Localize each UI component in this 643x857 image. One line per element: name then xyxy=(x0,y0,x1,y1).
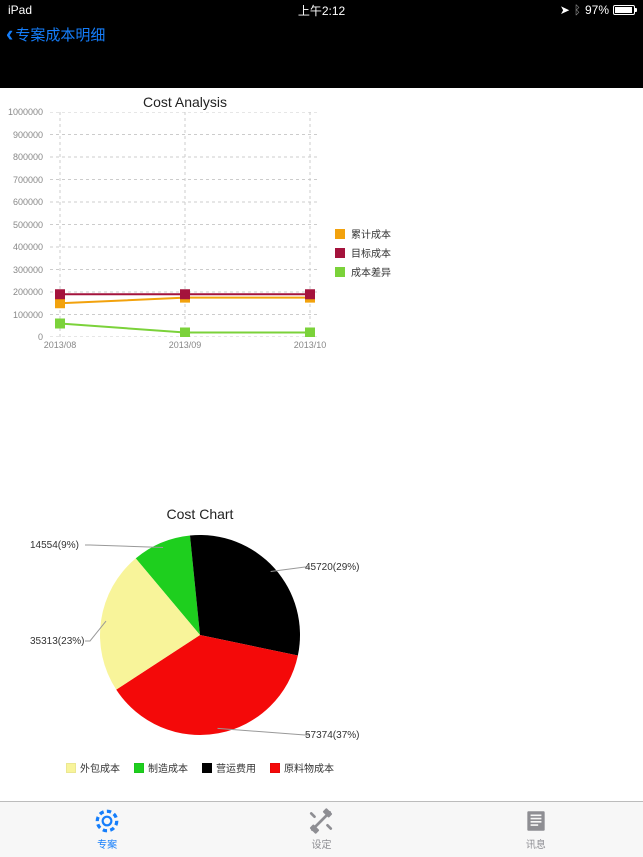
y-axis-label: 0 xyxy=(38,332,43,342)
y-axis-label: 300000 xyxy=(13,265,43,275)
y-axis-label: 600000 xyxy=(13,197,43,207)
y-axis-label: 900000 xyxy=(13,130,43,140)
legend-label: 目标成本 xyxy=(351,245,391,260)
y-axis-label: 500000 xyxy=(13,220,43,230)
tab-messages-label: 讯息 xyxy=(526,836,546,851)
line-chart: 0 100000 200000 300000 400000 500000 600000 700… xyxy=(0,112,330,372)
legend-swatch xyxy=(134,763,144,773)
x-axis-label: 2013/10 xyxy=(294,340,327,350)
pie-chart-legend: 外包成本 制造成本 营运费用 原料物成本 xyxy=(0,760,400,775)
project-icon xyxy=(94,808,120,834)
legend-item: 成本差异 xyxy=(335,264,391,279)
legend-swatch xyxy=(202,763,212,773)
legend-label: 成本差异 xyxy=(351,264,391,279)
messages-icon xyxy=(523,808,549,834)
clock-label: 上午2:12 xyxy=(8,2,635,19)
pie-callout-label: 45720(29%) xyxy=(305,562,359,573)
legend-label: 营运费用 xyxy=(216,760,256,775)
header-band xyxy=(0,48,643,88)
line-chart-title: Cost Analysis xyxy=(50,94,320,110)
line-chart-legend: 累计成本目标成本成本差异 xyxy=(335,226,391,283)
pie-chart xyxy=(95,530,305,740)
x-axis-label: 2013/08 xyxy=(44,340,77,350)
y-axis-label: 100000 xyxy=(13,310,43,320)
legend-label: 累计成本 xyxy=(351,226,391,241)
bluetooth-icon: ᛒ xyxy=(574,3,581,17)
y-axis-label: 200000 xyxy=(13,287,43,297)
tab-project-label: 专案 xyxy=(97,836,117,851)
legend-label: 外包成本 xyxy=(80,760,120,775)
legend-item: 制造成本 xyxy=(134,760,188,775)
tab-messages[interactable]: 讯息 xyxy=(429,802,643,857)
legend-item: 累计成本 xyxy=(335,226,391,241)
line-chart-svg xyxy=(50,112,320,337)
tab-project[interactable]: 专案 xyxy=(0,802,214,857)
pie-callout-label: 57374(37%) xyxy=(305,730,359,741)
tab-settings[interactable]: 设定 xyxy=(214,802,428,857)
y-axis-label: 400000 xyxy=(13,242,43,252)
status-bar: iPad 上午2:12 ➤ ᛒ 97% xyxy=(0,0,643,20)
device-label: iPad xyxy=(8,3,32,17)
legend-item: 目标成本 xyxy=(335,245,391,260)
location-icon: ➤ xyxy=(560,3,570,17)
legend-swatch xyxy=(66,763,76,773)
y-axis-label: 700000 xyxy=(13,175,43,185)
legend-item: 外包成本 xyxy=(66,760,120,775)
x-axis-label: 2013/09 xyxy=(169,340,202,350)
back-label: 专案成本明细 xyxy=(15,24,105,45)
battery-pct: 97% xyxy=(585,3,609,17)
legend-swatch xyxy=(335,248,345,258)
content-area: Cost Analysis 0 100000 200000 300000 400000 5… xyxy=(0,88,643,801)
legend-item: 营运费用 xyxy=(202,760,256,775)
pie-chart-svg xyxy=(95,530,305,740)
settings-icon xyxy=(308,808,334,834)
legend-swatch xyxy=(335,229,345,239)
tab-bar: 专案 设定 讯息 xyxy=(0,801,643,857)
legend-item: 原料物成本 xyxy=(270,760,334,775)
legend-label: 原料物成本 xyxy=(284,760,334,775)
pie-callout-label: 14554(9%) xyxy=(30,540,79,551)
legend-label: 制造成本 xyxy=(148,760,188,775)
pie-chart-title: Cost Chart xyxy=(0,506,400,522)
y-axis-label: 800000 xyxy=(13,152,43,162)
nav-bar: ‹ 专案成本明细 xyxy=(0,20,643,48)
tab-settings-label: 设定 xyxy=(311,836,331,851)
y-axis-label: 1000000 xyxy=(8,107,43,117)
pie-callout-label: 35313(23%) xyxy=(30,636,84,647)
status-right: ➤ ᛒ 97% xyxy=(560,3,635,17)
legend-swatch xyxy=(270,763,280,773)
legend-swatch xyxy=(335,267,345,277)
battery-icon xyxy=(613,5,635,15)
back-button[interactable]: ‹ 专案成本明细 xyxy=(6,24,105,45)
